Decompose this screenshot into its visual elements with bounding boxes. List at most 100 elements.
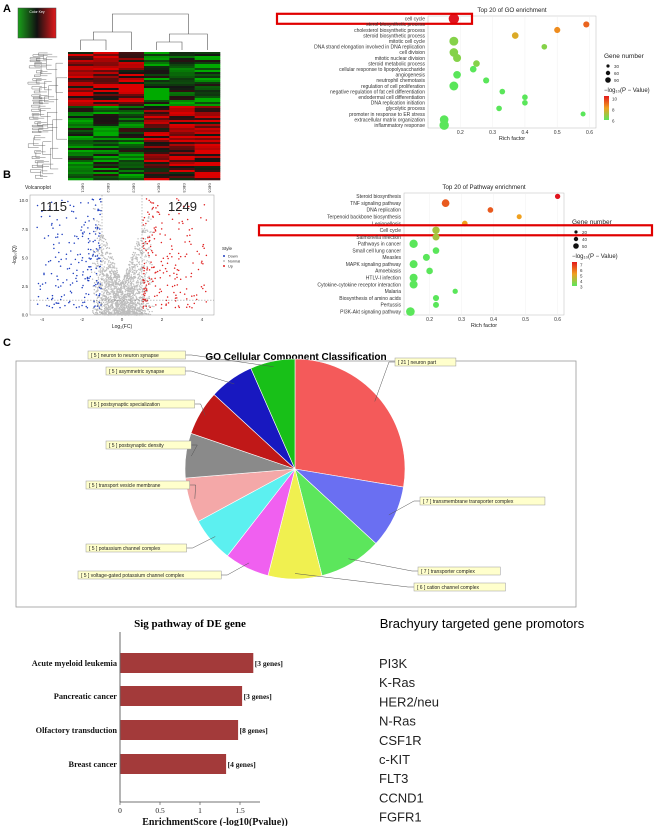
promoter-gene: CCND1: [379, 790, 424, 805]
pathway-enrichment-x-tick: 0.2: [426, 317, 433, 323]
heatmap-column-label: GBC2: [106, 183, 110, 193]
go-enrichment-term-label: extracellular matrix organization: [354, 117, 425, 123]
go-enrichment-point: [580, 111, 586, 117]
pie-chart-title: GO Cellular Component Classification: [205, 352, 386, 363]
pie-slice-label: [ 5 ] postsynaptic density: [109, 443, 164, 449]
pie-leader-line: [388, 500, 420, 516]
pathway-enrichment-highlight-box: [257, 224, 654, 237]
heatmap-row-dendrogram: [27, 52, 67, 179]
bar-x-tick: 0.5: [155, 806, 165, 815]
bar-x-label: EnrichmentScore (-log10(Pvalue)): [142, 817, 288, 826]
pathway-enrichment-term-label: Steroid biosynthesis: [356, 194, 401, 200]
heatmap-column-label: GBC5: [182, 183, 186, 193]
go-enrichment-color-legend-tick: 8: [612, 108, 615, 113]
pie-label-box: [413, 582, 506, 592]
pathway-enrichment-term-label: TNF signaling pathway: [350, 201, 401, 207]
pathway-enrichment-size-legend-label: 20: [582, 230, 588, 235]
go-enrichment-point: [448, 13, 460, 24]
volcano-title: Volcanoplot: [25, 185, 51, 191]
volcano-legend-dot: [223, 265, 225, 267]
pathway-enrichment-term-label: Cytokine-cytokine receptor interaction: [317, 282, 401, 288]
pie-label-box: [87, 350, 186, 360]
pie-leader-line: [185, 354, 274, 367]
volcano-up-count: 1249: [168, 199, 197, 214]
go-enrichment-term-label: steroid metabolic process: [368, 61, 425, 67]
go-enrichment-chart: Top 20 of GO enrichment 0.2 0.3 0.4 0.5 0.6 Ri…: [275, 7, 650, 142]
heatmap-color-key: Color Key: [17, 7, 57, 39]
go-enrichment-size-legend-label: 60: [614, 71, 620, 76]
pie-slice-label: [ 7 ] transporter complex: [421, 569, 475, 575]
pathway-enrichment-x-tick: 0.3: [458, 317, 465, 323]
pathway-enrichment-point: [409, 280, 418, 289]
go-enrichment-term-label: cholesterol biosynthetic process: [354, 28, 425, 34]
go-enrichment-term-label: glycolytic process: [386, 106, 426, 112]
heatmap: [68, 52, 221, 181]
pie-slice-label: [ 7 ] transmembrane transporter complex: [423, 499, 514, 505]
go-enrichment-term-label: mitotic nuclear division: [375, 56, 426, 62]
sig-pathway-bar-chart: 0 0.5 1 1.5 EnrichmentScore (-log10(Pvalue))…: [32, 632, 288, 826]
go-enrichment-term-label: cell cycle: [405, 17, 426, 23]
pathway-enrichment-color-legend-title: −log₁₀(P − Value): [572, 254, 618, 260]
bar-category-label: Pancreatic cancer: [54, 692, 118, 701]
bar-x-tick: 1.5: [235, 806, 245, 815]
pathway-enrichment-color-legend-tick: 5: [580, 274, 583, 279]
promoters-title: Brachyury targeted gene promotors: [380, 616, 585, 631]
heatmap-key-title: Color Key: [29, 10, 45, 14]
bar-annotation: [4 genes]: [228, 760, 256, 769]
go-enrichment-size-legend-label: 30: [614, 64, 620, 69]
go-enrichment-term-label: cellular response to lipopolysaccharide: [339, 67, 425, 73]
pathway-enrichment-size-legend-dot: [574, 230, 578, 234]
pie-leader-line: [194, 403, 206, 416]
go-enrichment-color-legend-tick: 6: [612, 119, 615, 124]
go-enrichment-size-legend-title: Gene number: [604, 53, 645, 60]
go-enrichment-point: [449, 81, 459, 91]
go-enrichment-x-tick: 0.6: [586, 130, 593, 136]
pathway-enrichment-size-legend-label: 50: [582, 244, 588, 249]
pie-label-box: [87, 399, 195, 409]
pathway-enrichment-term-label: HTLV-I infection: [366, 276, 401, 282]
pathway-enrichment-size-legend-dot: [573, 236, 579, 242]
promoter-gene: CSF1R: [379, 733, 422, 748]
pie-slice-label: [ 6 ] cation channel complex: [417, 585, 479, 591]
pathway-enrichment-term-label: Biosynthesis of amino acids: [339, 296, 401, 302]
promoter-gene: FGFR1: [379, 810, 422, 825]
pie-slice-label: [ 5 ] asymmetric synapse: [109, 369, 165, 375]
pie-slice: [294, 358, 406, 488]
go-enrichment-point: [522, 94, 528, 101]
pathway-enrichment-point: [554, 193, 561, 200]
go-enrichment-size-legend-dot: [605, 77, 611, 83]
promoter-gene-list: PI3K K-Ras HER2/neu N-Ras CSF1R c-KIT FLT3 CCND…: [379, 656, 439, 825]
volcano-x-label: Log₂(FC): [112, 324, 133, 330]
pathway-enrichment-term-label: MAPK signaling pathway: [346, 262, 402, 268]
go-enrichment-color-legend-tick: 10: [612, 97, 618, 102]
panel-c-label: C: [3, 337, 11, 349]
volcano-y-label: -log₁₀(Q): [12, 245, 18, 265]
heatmap-column-labels: GBC1 GBC2 GBC3 GBC4 GBC5 GBC6: [81, 183, 212, 193]
pathway-enrichment-term-label: Salmonella infection: [356, 235, 401, 241]
pathway-enrichment-term-label: Malaria: [385, 289, 402, 295]
heatmap-column-label: GBC6: [207, 183, 211, 193]
bar-annotation: [3 genes]: [255, 659, 283, 668]
promoter-gene: HER2/neu: [379, 694, 439, 709]
go-enrichment-x-tick: 0.2: [457, 130, 464, 136]
pie-label-box: [417, 566, 501, 576]
go-enrichment-term-label: sterol biosynthetic process: [366, 22, 425, 28]
pathway-enrichment-term-label: Small cell lung cancer: [352, 248, 401, 254]
pathway-enrichment-color-legend-tick: 3: [580, 285, 583, 290]
go-cellular-component-pie: [ 21 ] neuron part [ 7 ] transmembrane tr…: [77, 350, 546, 592]
go-enrichment-point: [469, 65, 477, 73]
pathway-enrichment-point: [426, 267, 433, 275]
bar: [120, 686, 243, 706]
pie-slice-label: [ 5 ] neuron to neuron synapse: [91, 353, 159, 359]
go-enrichment-point: [483, 77, 490, 84]
volcano-y-tick: 2.5: [22, 284, 29, 289]
bar: [120, 754, 227, 774]
pathway-enrichment-term-label: Terpenoid backbone biosynthesis: [327, 215, 401, 221]
pathway-enrichment-term-label: Amoebiasis: [375, 269, 401, 275]
pie-slice: [250, 358, 296, 470]
volcano-y-tick: 7.5: [22, 227, 29, 232]
heatmap-column-dendrogram: [80, 13, 208, 50]
go-enrichment-point: [499, 88, 506, 95]
pathway-enrichment-term-label: Pertussis: [380, 303, 401, 309]
